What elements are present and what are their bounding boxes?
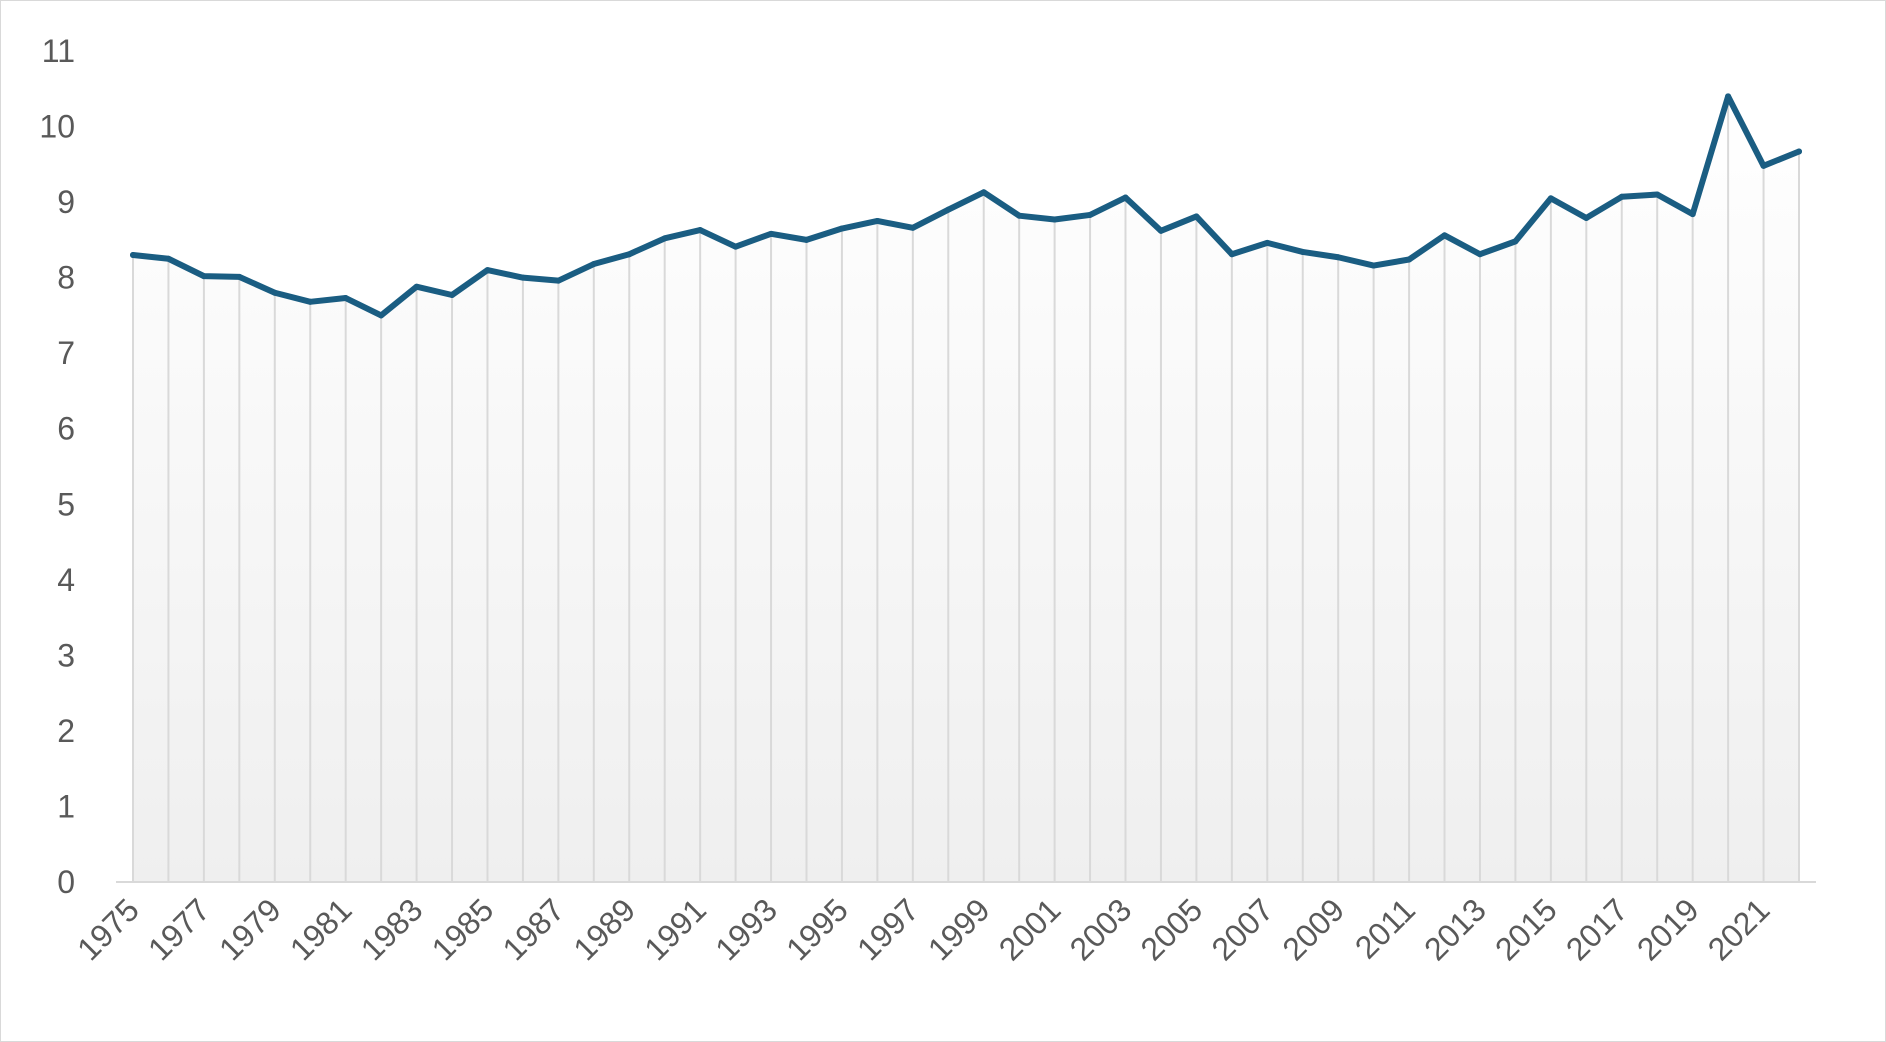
- data-point: [1016, 212, 1023, 219]
- data-point: [1370, 262, 1377, 269]
- y-tick-label: 3: [57, 637, 75, 673]
- y-tick-label: 7: [57, 335, 75, 371]
- data-point: [768, 230, 775, 237]
- data-point: [803, 236, 810, 243]
- y-tick-label: 8: [57, 260, 75, 296]
- data-point: [874, 217, 881, 224]
- data-point: [838, 225, 845, 232]
- data-point: [200, 273, 207, 280]
- data-point: [1335, 254, 1342, 261]
- y-tick-label: 4: [57, 562, 75, 598]
- series-line: [130, 93, 1802, 319]
- x-tick-label: 1981: [283, 891, 359, 967]
- x-tick-label: 1995: [779, 891, 855, 967]
- data-point: [980, 189, 987, 196]
- data-point: [1796, 148, 1802, 155]
- data-point: [1654, 191, 1661, 198]
- data-point: [909, 224, 916, 231]
- data-point: [1157, 227, 1164, 234]
- data-point: [271, 289, 278, 296]
- data-point: [1441, 232, 1448, 239]
- x-tick-label: 1993: [708, 891, 784, 967]
- x-tick-label: 1985: [425, 891, 501, 967]
- x-tick-label: 2003: [1063, 891, 1139, 967]
- data-point: [1299, 248, 1306, 255]
- data-point: [413, 283, 420, 290]
- data-point: [555, 277, 562, 284]
- data-point: [1264, 239, 1271, 246]
- data-point: [1689, 211, 1696, 218]
- data-point: [484, 267, 491, 274]
- x-tick-label: 1997: [850, 891, 926, 967]
- data-point: [1547, 195, 1554, 202]
- x-tick-label: 2001: [992, 891, 1068, 967]
- x-tick-label: 2019: [1630, 891, 1706, 967]
- data-point: [945, 206, 952, 213]
- data-point: [1051, 216, 1058, 223]
- data-point: [519, 274, 526, 281]
- data-point: [1512, 238, 1519, 245]
- data-point: [1406, 256, 1413, 263]
- x-tick-label: 1987: [496, 891, 572, 967]
- data-point: [342, 295, 349, 302]
- data-point: [1193, 213, 1200, 220]
- area-fill: [133, 96, 1799, 882]
- y-tick-label: 6: [57, 411, 75, 447]
- data-point: [130, 251, 136, 258]
- data-point: [1122, 194, 1129, 201]
- x-tick-label: 2005: [1134, 891, 1210, 967]
- x-tick-label: 1991: [637, 891, 713, 967]
- y-tick-label: 0: [57, 864, 75, 900]
- y-tick-label: 2: [57, 713, 75, 749]
- x-tick-label: 2021: [1701, 891, 1777, 967]
- data-point: [697, 227, 704, 234]
- data-point: [1476, 251, 1483, 258]
- data-point: [378, 312, 385, 319]
- x-tick-label: 2011: [1348, 891, 1422, 965]
- x-tick-label: 2009: [1275, 891, 1351, 967]
- x-tick-label: 2017: [1559, 891, 1635, 967]
- x-tick-label: 1999: [921, 891, 997, 967]
- x-tick-label: 1977: [141, 891, 217, 967]
- data-point: [165, 255, 172, 262]
- data-point: [1760, 162, 1767, 169]
- y-tick-label: 9: [57, 184, 75, 220]
- data-point: [1583, 214, 1590, 221]
- data-point: [1087, 211, 1094, 218]
- data-point: [307, 298, 314, 305]
- data-point: [1725, 93, 1732, 100]
- x-tick-label: 1979: [212, 891, 288, 967]
- y-tick-label: 11: [42, 33, 75, 69]
- x-tick-label: 2013: [1417, 891, 1493, 967]
- x-tick-label: 2007: [1204, 891, 1280, 967]
- x-tick-label: 1989: [566, 891, 642, 967]
- data-point: [590, 261, 597, 268]
- data-point: [1618, 193, 1625, 200]
- x-tick-label: 2015: [1488, 891, 1564, 967]
- data-point: [661, 235, 668, 242]
- data-point: [626, 251, 633, 258]
- data-point: [1228, 251, 1235, 258]
- x-tick-label: 1983: [354, 891, 430, 967]
- data-point: [236, 273, 243, 280]
- y-tick-label: 10: [39, 109, 75, 145]
- y-tick-label: 5: [57, 486, 75, 522]
- x-tick-label: 1975: [70, 891, 146, 967]
- data-point: [732, 243, 739, 250]
- y-tick-label: 1: [57, 788, 75, 824]
- data-point: [449, 292, 456, 299]
